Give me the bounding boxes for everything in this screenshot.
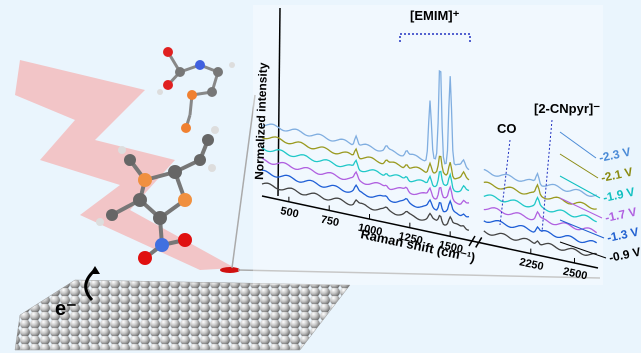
cnpyr-label: [2-CNpyr]⁻ (534, 101, 600, 116)
co-label: CO (497, 121, 517, 136)
graphic: e⁻ Normalized intensity Raman shift (cm⁻… (0, 0, 641, 353)
hot-spot (220, 267, 240, 273)
emim-label: [EMIM]⁺ (410, 8, 460, 23)
electron-label: e⁻ (55, 298, 77, 320)
